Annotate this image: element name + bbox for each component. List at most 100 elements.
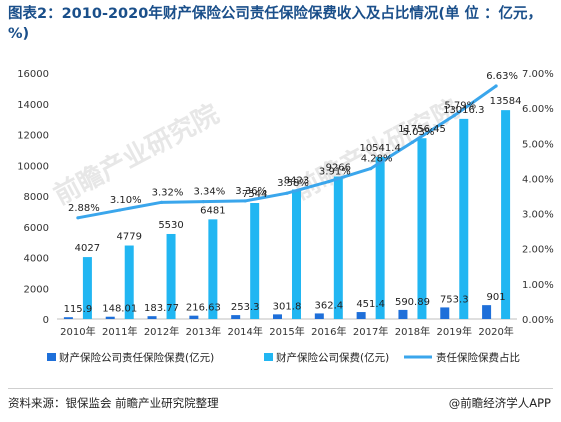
- liability-data-label: 253.3: [231, 302, 260, 313]
- total-data-label: 6481: [200, 205, 225, 216]
- legend-swatch-liability: [47, 353, 56, 361]
- left-axis: 0 2000 4000 6000 8000 10000 12000 14000 16000: [17, 69, 49, 326]
- liability-bar: [231, 315, 241, 319]
- left-tick-label: 16000: [17, 69, 49, 80]
- liability-data-label: 753.3: [440, 294, 469, 305]
- credit-note: @前瞻经济学人APP: [448, 396, 551, 410]
- data-labels: 115.9 4027 148.01 4779 183.77 5530 216.63 6481 2…: [64, 71, 522, 315]
- total-bar: [333, 176, 343, 319]
- liability-data-label: 216.63: [186, 303, 221, 314]
- total-data-label: 11756.45: [398, 124, 446, 135]
- legend: 财产保险公司责任保险保费(亿元) 财产保险公司保费(亿元) 责任保险保费占比: [47, 351, 520, 364]
- liability-bar: [105, 316, 115, 319]
- legend-label-liability: 财产保险公司责任保险保费(亿元): [59, 351, 214, 364]
- total-bar: [292, 189, 301, 319]
- left-tick-label: 10000: [17, 161, 49, 172]
- share-data-label: 3.91%: [319, 167, 351, 178]
- liability-bar: [440, 307, 450, 319]
- share-point: [494, 84, 498, 88]
- total-data-label: 4779: [117, 232, 142, 243]
- total-data-label: 8423: [284, 175, 309, 186]
- total-data-label: 5530: [158, 220, 183, 231]
- x-tick-label: 2015年: [269, 325, 304, 338]
- liability-data-label: 901: [487, 292, 506, 303]
- liability-data-label: 451.4: [356, 299, 385, 310]
- right-tick-label: 2.00%: [522, 245, 554, 256]
- right-tick-label: 7.00%: [522, 69, 554, 80]
- left-tick-label: 0: [43, 315, 49, 326]
- share-data-label: 2.88%: [68, 203, 100, 214]
- right-tick-label: 4.00%: [522, 174, 554, 185]
- total-bar: [417, 138, 427, 319]
- source-note: 资料来源：银保监会 前瞻产业研究院整理: [8, 396, 219, 410]
- total-bar: [375, 156, 385, 319]
- share-data-label: 4.28%: [361, 154, 393, 165]
- share-data-label: 5.79%: [444, 101, 476, 112]
- total-bar: [166, 233, 176, 319]
- share-data-label: 3.10%: [110, 195, 142, 206]
- liability-data-label: 362.4: [314, 300, 343, 311]
- left-tick-label: 12000: [17, 131, 49, 142]
- share-line-layer: [76, 84, 498, 220]
- share-data-label: 3.34%: [193, 187, 225, 198]
- total-bar: [501, 110, 511, 320]
- right-tick-label: 0.00%: [522, 315, 554, 326]
- x-tick-label: 2017年: [353, 325, 388, 338]
- left-tick-label: 2000: [24, 284, 49, 295]
- footer-divider: [8, 388, 553, 389]
- liability-bar: [147, 316, 157, 319]
- x-tick-label: 2014年: [227, 325, 262, 338]
- total-bar: [82, 257, 92, 319]
- share-point: [76, 216, 80, 220]
- x-tick-label: 2013年: [186, 325, 221, 338]
- right-tick-label: 1.00%: [522, 280, 554, 291]
- x-tick-label: 2016年: [311, 325, 346, 338]
- liability-bar: [398, 309, 408, 319]
- legend-swatch-total: [264, 353, 273, 361]
- total-bar: [459, 118, 469, 319]
- x-axis-labels: 2010年 2011年 2012年 2013年 2014年 2015年 2016年 2017年…: [60, 325, 514, 338]
- left-tick-label: 14000: [17, 100, 49, 111]
- x-tick-label: 2019年: [437, 325, 472, 338]
- liability-bar: [482, 305, 492, 319]
- total-bar: [208, 219, 218, 319]
- share-point: [159, 200, 164, 204]
- total-bar: [250, 203, 260, 319]
- share-data-label: 6.63%: [486, 71, 518, 82]
- x-tick-label: 2010年: [60, 325, 95, 338]
- share-point: [452, 113, 456, 118]
- liability-bar: [189, 315, 199, 319]
- chart-title: 图表2：2010-2020年财产保险公司责任保险保费收入及占比情况(单 位 ：亿…: [8, 6, 543, 42]
- x-tick-label: 2011年: [102, 325, 137, 338]
- total-data-label: 13584: [490, 96, 522, 107]
- x-tick-label: 2020年: [478, 325, 513, 338]
- liability-bar: [273, 314, 282, 319]
- liability-bar: [63, 317, 73, 319]
- liability-data-label: 590.89: [395, 297, 430, 308]
- total-data-label: 7544: [242, 189, 267, 200]
- legend-label-total: 财产保险公司保费(亿元): [276, 351, 389, 364]
- liability-bar: [356, 312, 366, 319]
- share-point: [285, 191, 289, 195]
- left-tick-label: 6000: [24, 223, 49, 234]
- share-data-label: 3.58%: [277, 178, 309, 189]
- x-tick-label: 2012年: [144, 325, 179, 338]
- share-data-label: 3.32%: [152, 187, 184, 198]
- total-data-label: 10541.4: [359, 143, 400, 154]
- left-tick-label: 8000: [24, 192, 49, 203]
- share-data-label: 5.03%: [403, 127, 435, 138]
- legend-label-share: 责任保险保费占比: [436, 351, 520, 364]
- x-tick-label: 2018年: [395, 325, 430, 338]
- liability-data-label: 148.01: [102, 304, 137, 315]
- total-data-label: 9266: [326, 163, 351, 174]
- liability-data-label: 115.9: [64, 304, 93, 315]
- share-point: [410, 140, 415, 144]
- share-point: [243, 199, 247, 203]
- share-point: [369, 166, 373, 171]
- right-tick-label: 5.00%: [522, 139, 554, 150]
- share-data-label: 3.36%: [235, 186, 267, 197]
- left-tick-label: 4000: [24, 254, 49, 265]
- total-data-label: 4027: [75, 243, 100, 254]
- total-data-label: 13016.3: [443, 105, 484, 116]
- share-point: [118, 208, 122, 212]
